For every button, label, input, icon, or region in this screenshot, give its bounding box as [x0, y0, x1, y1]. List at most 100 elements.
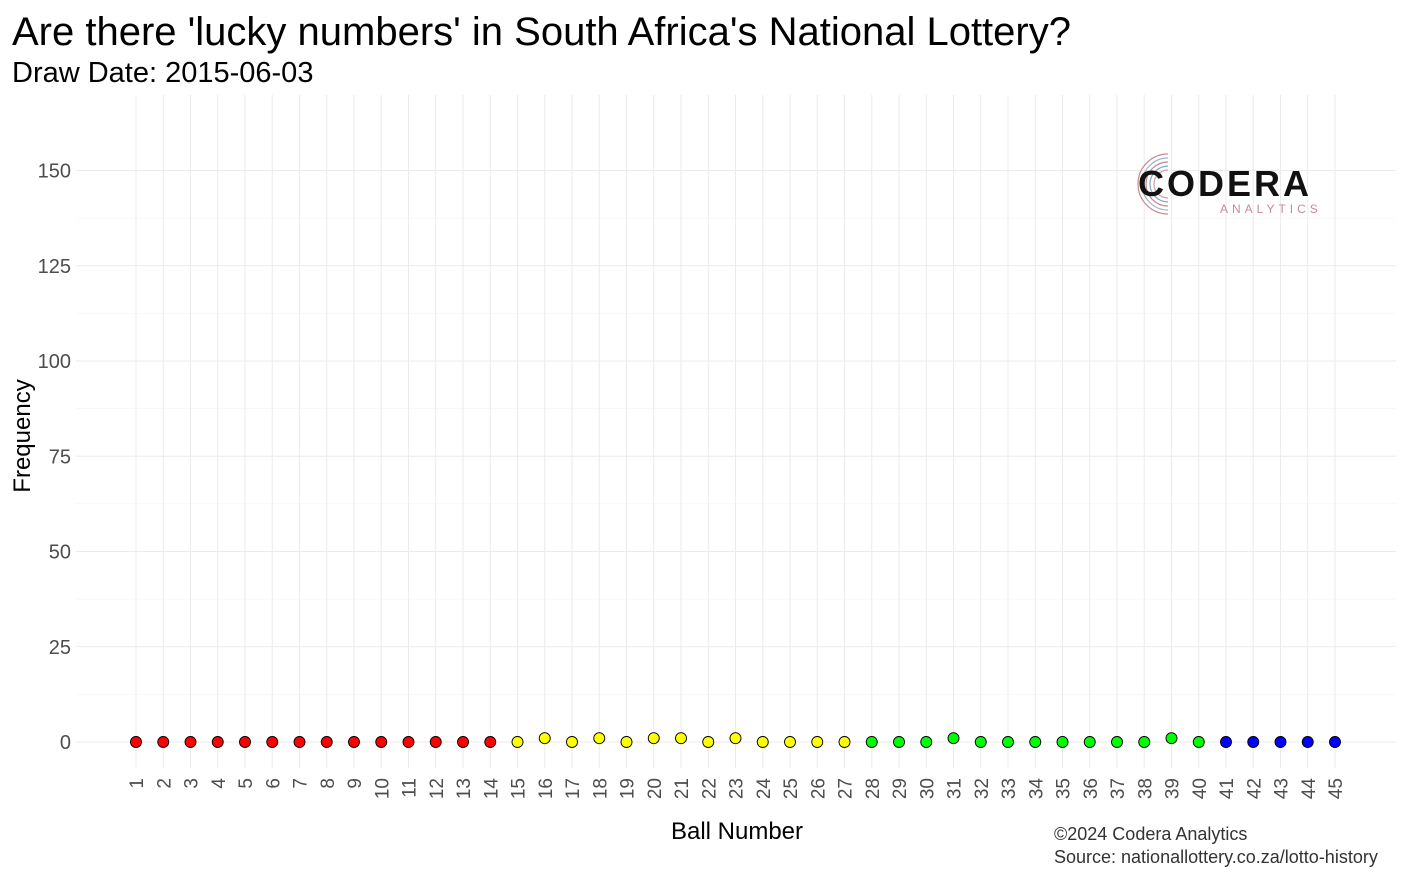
y-tick-label: 125 [38, 256, 71, 278]
x-tick-label: 38 [1135, 778, 1156, 799]
ball-21-point [675, 732, 687, 745]
ball-8-point [320, 736, 333, 748]
x-tick-label: 39 [1163, 778, 1184, 799]
x-tick-label: 2 [154, 778, 175, 789]
codera-logo-mark-icon [1137, 153, 1169, 215]
y-tick-label: 75 [49, 446, 71, 468]
x-tick-label: 22 [699, 778, 720, 799]
ball-2-point [157, 736, 170, 748]
x-tick-label: 19 [618, 778, 639, 799]
x-tick-label: 40 [1190, 778, 1211, 799]
x-tick-labels: 1 2 3 4 5 6 7 8 9 10 11 12 13 14 15 16 17 18 19 20 21 22 23 24 2… [127, 778, 1347, 800]
logo-tagline: ANALYTICS [1220, 202, 1322, 216]
x-axis-title: Ball Number [671, 818, 803, 845]
ball-11-point [402, 736, 415, 748]
x-tick-label: 44 [1299, 778, 1320, 800]
ball-33-point [1002, 736, 1014, 748]
ball-13-point [457, 736, 469, 748]
ball-27-point [838, 736, 851, 748]
logo-wordmark: CODERA [1138, 163, 1312, 204]
y-tick-label: 100 [38, 351, 71, 373]
ball-32-point [974, 736, 987, 748]
x-tick-label: 7 [291, 778, 312, 789]
ball-18-point [593, 732, 606, 745]
ball-12-point [429, 736, 442, 748]
x-tick-label: 24 [754, 778, 775, 800]
x-tick-label: 26 [808, 778, 829, 799]
ball-7-point [293, 736, 306, 748]
x-tick-label: 43 [1272, 778, 1293, 799]
x-tick-label: 36 [1081, 778, 1102, 799]
ball-31-point [947, 732, 960, 745]
source-text: Source: nationallottery.co.za/lotto-hist… [1054, 847, 1378, 867]
x-tick-label: 25 [781, 778, 802, 799]
ball-5-point [239, 736, 251, 748]
ball-17-point [566, 736, 578, 748]
ball-20-point [647, 732, 660, 745]
x-tick-label: 34 [1026, 778, 1047, 800]
x-tick-label: 12 [427, 778, 448, 799]
x-tick-label: 9 [345, 778, 366, 789]
x-tick-label: 31 [945, 778, 966, 799]
caption: ©2024 Codera Analytics Source: nationall… [1054, 823, 1378, 869]
x-tick-label: 10 [372, 778, 393, 799]
x-tick-label: 23 [727, 778, 748, 799]
ball-30-point [920, 736, 933, 748]
y-tick-label: 50 [49, 542, 71, 564]
ball-43-point [1274, 736, 1287, 748]
x-tick-label: 41 [1217, 778, 1238, 799]
ball-35-point [1056, 736, 1069, 748]
ball-23-point [729, 732, 742, 745]
x-tick-label: 4 [209, 778, 230, 789]
x-tick-label: 14 [481, 778, 502, 800]
x-tick-label: 37 [1108, 778, 1129, 799]
ball-40-point [1192, 736, 1205, 748]
x-tick-label: 3 [182, 778, 203, 789]
x-tick-label: 6 [263, 778, 284, 789]
ball-22-point [702, 736, 715, 748]
x-tick-label: 16 [536, 778, 557, 799]
ball-39-point [1165, 732, 1178, 745]
y-tick-label: 150 [38, 161, 71, 183]
y-tick-labels: 0 25 50 75 100 125 150 [38, 161, 71, 755]
ball-16-point [538, 732, 551, 745]
ball-42-point [1247, 736, 1260, 748]
chart-title: Are there 'lucky numbers' in South Afric… [12, 10, 1071, 54]
x-tick-label: 20 [645, 778, 666, 799]
ball-15-point [511, 736, 524, 748]
x-tick-label: 5 [236, 778, 257, 789]
ball-4-point [211, 736, 224, 748]
y-tick-label: 0 [60, 732, 71, 754]
ball-44-point [1301, 736, 1314, 748]
ball-38-point [1138, 736, 1151, 748]
codera-logo: CODERA ANALYTICS [1137, 153, 1322, 216]
x-tick-label: 45 [1326, 778, 1347, 799]
data-points [130, 732, 1341, 748]
x-tick-label: 11 [400, 778, 421, 798]
x-tick-label: 1 [127, 778, 148, 789]
y-axis-title: Frequency [9, 379, 36, 492]
x-tick-label: 8 [318, 778, 339, 789]
ball-28-point [865, 736, 878, 748]
grid-lines [76, 95, 1396, 768]
x-tick-label: 29 [890, 778, 911, 799]
x-tick-label: 30 [917, 778, 938, 799]
ball-3-point [184, 736, 197, 748]
ball-14-point [484, 736, 497, 748]
x-tick-label: 35 [1054, 778, 1075, 799]
x-tick-label: 18 [590, 778, 611, 799]
ball-10-point [375, 736, 388, 748]
ball-45-point [1329, 736, 1341, 748]
chart-subtitle: Draw Date: 2015-06-03 [12, 57, 314, 89]
x-tick-label: 42 [1244, 778, 1265, 799]
ball-37-point [1111, 736, 1123, 748]
ball-25-point [784, 736, 796, 748]
x-tick-label: 13 [454, 778, 475, 799]
ball-34-point [1029, 736, 1042, 748]
x-tick-label: 17 [563, 778, 584, 799]
ball-1-point [130, 736, 142, 748]
x-tick-label: 28 [863, 778, 884, 799]
ball-36-point [1083, 736, 1096, 748]
x-tick-label: 33 [999, 778, 1020, 799]
